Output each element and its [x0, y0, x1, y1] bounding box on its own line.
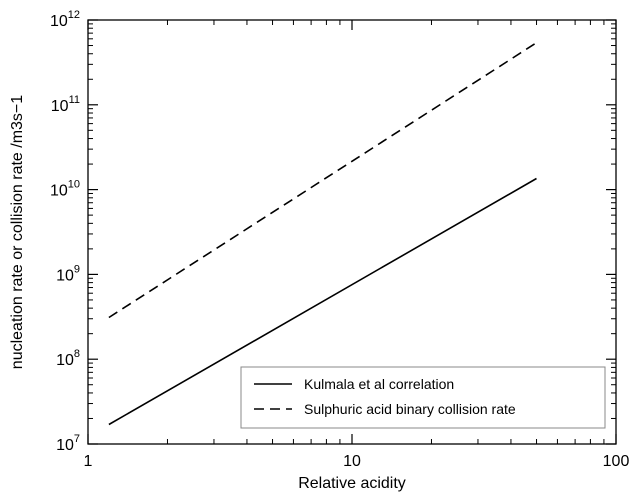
y-axis-label: nucleation rate or collision rate /m3s−1 — [9, 95, 26, 369]
legend-label-kulmala: Kulmala et al correlation — [304, 376, 454, 392]
y-tick-label: 107 — [56, 433, 80, 454]
axis-ticks: 1 10 100 107 108 109 1010 1011 1012 — [50, 9, 629, 470]
y-tick-label: 1010 — [50, 179, 80, 200]
series-group — [108, 42, 537, 426]
x-axis-label: Relative acidity — [298, 475, 406, 492]
y-tick-label: 108 — [56, 348, 80, 369]
y-tick-label: 109 — [56, 263, 80, 284]
x-tick-label: 100 — [603, 453, 630, 470]
y-tick-label: 1012 — [50, 9, 80, 30]
legend: Kulmala et al correlation Sulphuric acid… — [240, 366, 606, 429]
legend-box — [240, 366, 606, 429]
series-line-collision — [108, 42, 537, 319]
y-tick-label: 1011 — [51, 94, 80, 115]
x-tick-label: 10 — [343, 453, 361, 470]
series-line-kulmala — [108, 177, 537, 426]
x-tick-label: 1 — [84, 453, 93, 470]
legend-label-collision: Sulphuric acid binary collision rate — [304, 401, 516, 417]
